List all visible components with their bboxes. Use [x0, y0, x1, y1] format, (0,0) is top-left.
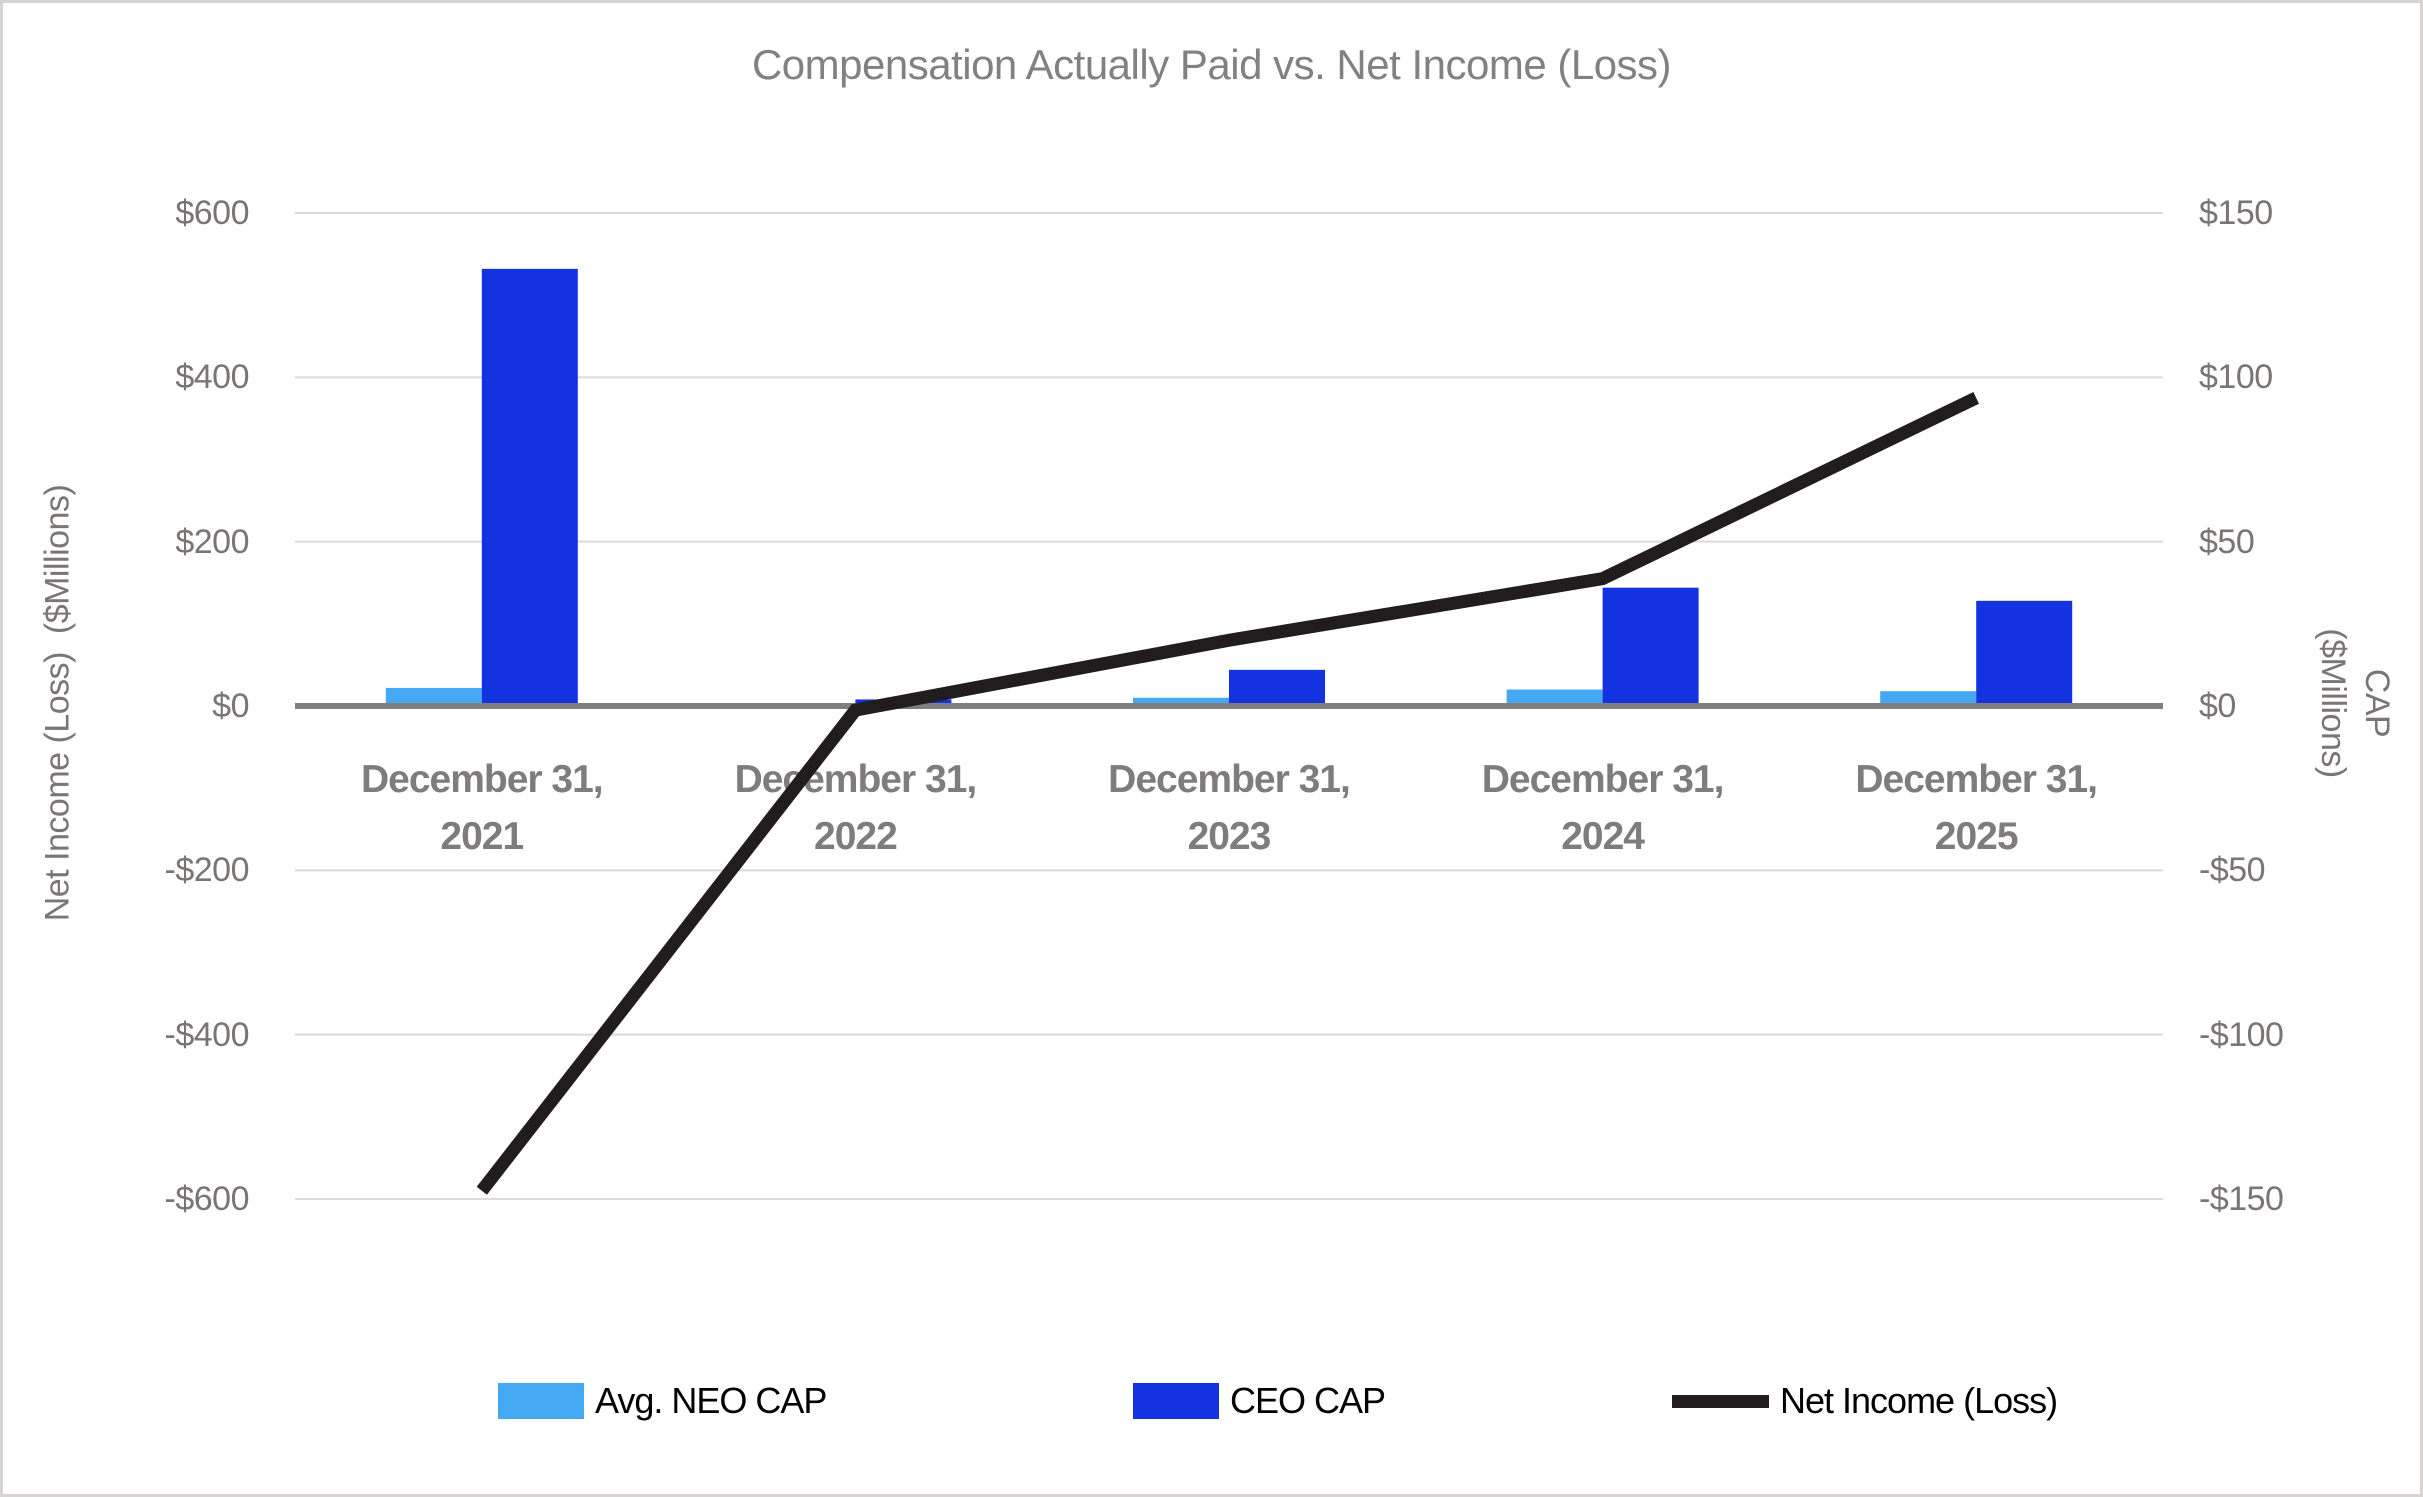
right-axis-title-line1: CAP: [2358, 668, 2396, 738]
y-tick-right: $150: [2199, 194, 2273, 232]
y-tick-right: $50: [2199, 522, 2255, 561]
y-tick-left: -$200: [164, 851, 250, 890]
bar-ceo-cap: [1602, 587, 1699, 706]
legend-item-avg-neo-cap: Avg. NEO CAP: [498, 1379, 827, 1423]
legend-item-ceo-cap: CEO CAP: [1133, 1379, 1386, 1423]
right-axis-title: CAP ($Millions): [2311, 628, 2399, 777]
y-tick-left: $400: [175, 358, 249, 397]
bar-ceo-cap: [855, 699, 952, 706]
bar-avg-neo-cap: [1880, 691, 1977, 706]
legend-label-net-income: Net Income (Loss): [1780, 1380, 2058, 1421]
y-tick-right: -$50: [2199, 851, 2266, 890]
legend: Avg. NEO CAP CEO CAP Net Income (Loss): [3, 1379, 2420, 1423]
ceo-cap-swatch-icon: [1133, 1383, 1219, 1419]
bar-ceo-cap: [1976, 600, 2073, 706]
x-category-label: December 31, 2025: [1855, 758, 2098, 858]
y-tick-left: $600: [175, 194, 249, 232]
avg-neo-cap-swatch-icon: [498, 1383, 584, 1419]
y-tick-right: -$100: [2199, 1015, 2284, 1054]
y-tick-left: -$600: [164, 1180, 250, 1218]
net-income-line-swatch-icon: [1672, 1394, 1769, 1408]
x-category-label: December 31, 2021: [360, 758, 604, 858]
plot-area: [295, 212, 2163, 1200]
bar-avg-neo-cap: [385, 687, 482, 706]
left-axis-title: Net Income (Loss) ($Millions): [38, 484, 77, 922]
y-tick-right: $100: [2199, 358, 2273, 397]
bar-ceo-cap: [481, 268, 578, 706]
y-tick-left: $0: [212, 687, 249, 725]
y-tick-right: -$150: [2199, 1180, 2284, 1218]
legend-label-avg-neo-cap: Avg. NEO CAP: [595, 1380, 827, 1421]
legend-label-ceo-cap: CEO CAP: [1230, 1380, 1386, 1421]
y-tick-left: -$400: [164, 1015, 250, 1054]
x-category-label: December 31, 2023: [1108, 758, 1351, 858]
x-category-label: December 31, 2024: [1481, 758, 1725, 858]
bar-ceo-cap: [1229, 669, 1325, 706]
legend-item-net-income: Net Income (Loss): [1672, 1379, 2058, 1423]
y-tick-right: $0: [2199, 687, 2236, 725]
x-category-label: December 31, 2022: [734, 758, 978, 858]
bar-avg-neo-cap: [1133, 697, 1229, 706]
right-axis-title-line2: ($Millions): [2314, 628, 2352, 778]
y-tick-left: $200: [175, 522, 249, 561]
bar-avg-neo-cap: [1506, 689, 1603, 706]
chart-title: Compensation Actually Paid vs. Net Incom…: [751, 41, 1672, 88]
